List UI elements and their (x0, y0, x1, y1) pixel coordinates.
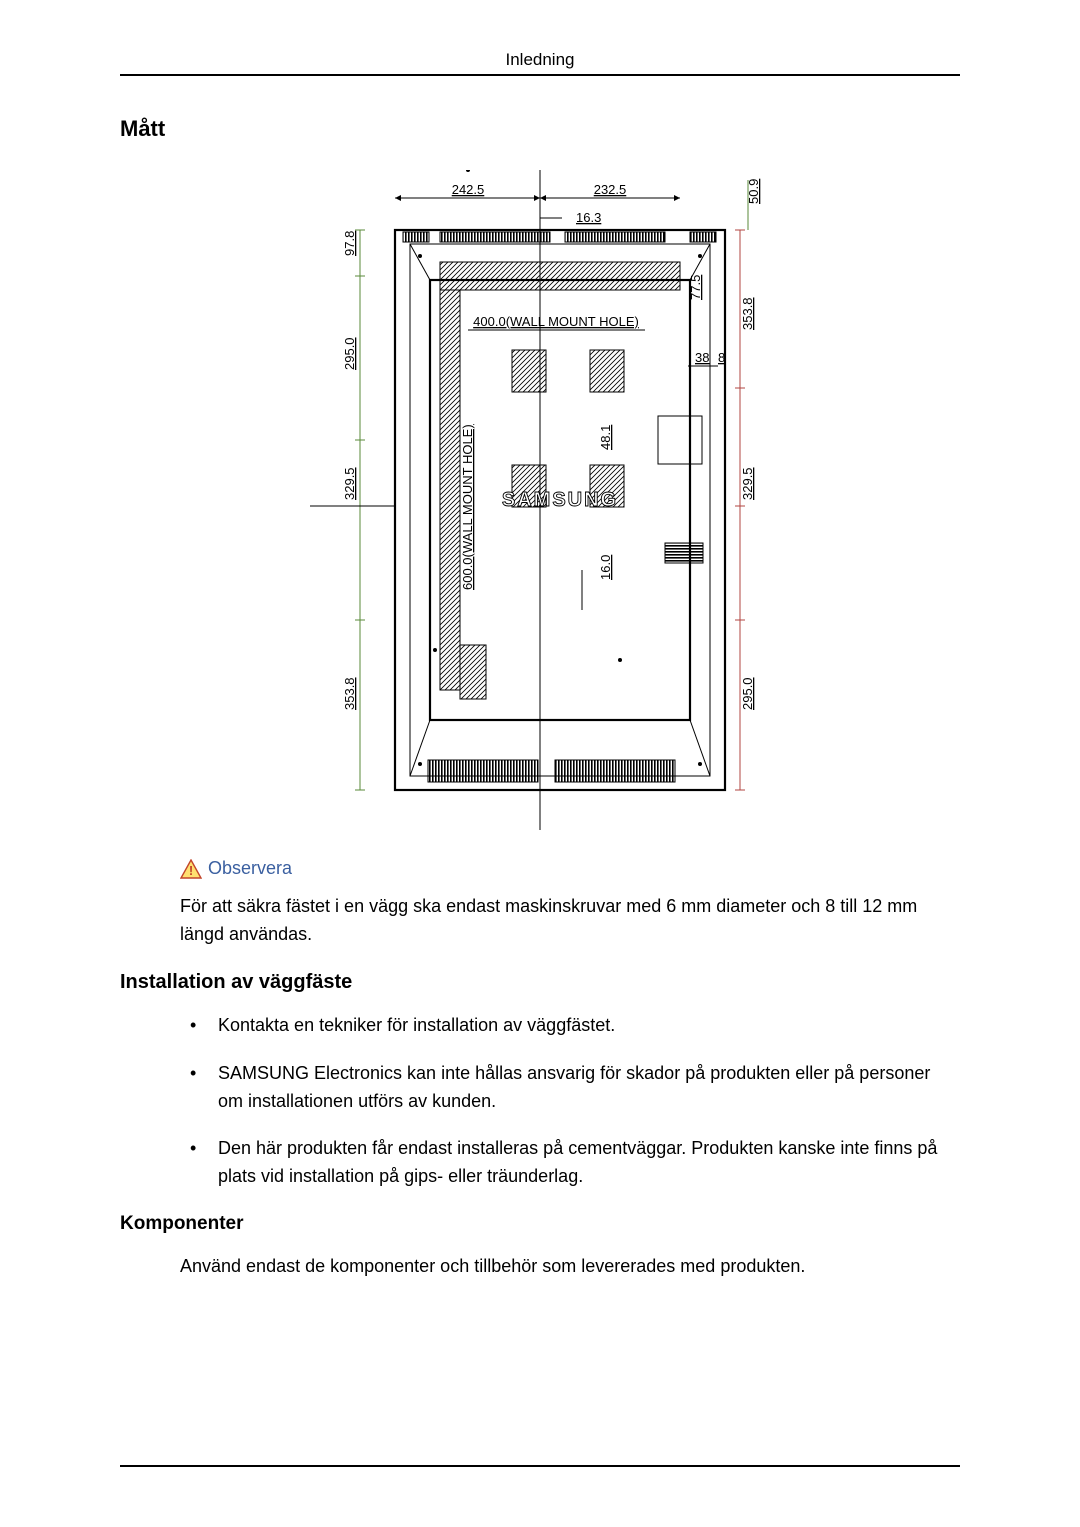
components-heading: Komponenter (120, 1213, 960, 1235)
svg-text:77.5: 77.5 (688, 275, 703, 300)
wallmount-heading: Installation av väggfäste (120, 971, 960, 994)
svg-text:38: 38 (695, 350, 709, 365)
list-item: SAMSUNG Electronics kan inte hållas ansv… (190, 1060, 960, 1116)
svg-text:SAMSUNG: SAMSUNG (502, 489, 618, 511)
note-label: Observera (208, 858, 292, 879)
svg-text:295.0: 295.0 (740, 677, 755, 710)
note-text: För att säkra fästet i en vägg ska endas… (180, 893, 960, 949)
svg-text:400.0(WALL MOUNT HOLE): 400.0(WALL MOUNT HOLE) (473, 314, 639, 329)
dimensions-diagram: SAMSUNG 400.0(WALL MOUNT HOLE) 600.0(WAL… (120, 170, 960, 830)
svg-text:232.5: 232.5 (594, 182, 627, 197)
svg-text:353.8: 353.8 (342, 677, 357, 710)
svg-text:97.8: 97.8 (342, 231, 357, 256)
dimensions-heading: Mått (120, 116, 960, 142)
warning-icon: ! (180, 859, 202, 879)
note-block: ! Observera För att säkra fästet i en vä… (180, 858, 960, 949)
svg-text:353.8: 353.8 (740, 297, 755, 330)
svg-text:8: 8 (718, 350, 725, 365)
svg-text:600.0(WALL MOUNT HOLE): 600.0(WALL MOUNT HOLE) (460, 424, 475, 590)
svg-text:48.1: 48.1 (598, 425, 613, 450)
header-rule (120, 74, 960, 76)
list-item: Den här produkten får endast installeras… (190, 1135, 960, 1191)
wallmount-bullets: Kontakta en tekniker för installation av… (190, 1012, 960, 1191)
svg-text:295.0: 295.0 (342, 337, 357, 370)
list-item: Kontakta en tekniker för installation av… (190, 1012, 960, 1040)
svg-text:16.0: 16.0 (598, 555, 613, 580)
footer-rule (120, 1465, 960, 1467)
page-header-label: Inledning (120, 50, 960, 70)
svg-text:16.3: 16.3 (576, 210, 601, 225)
svg-text:329.5: 329.5 (342, 467, 357, 500)
svg-text:!: ! (189, 863, 193, 878)
components-text: Använd endast de komponenter och tillbeh… (180, 1253, 960, 1281)
svg-text:329.5: 329.5 (740, 467, 755, 500)
svg-text:242.5: 242.5 (452, 182, 485, 197)
